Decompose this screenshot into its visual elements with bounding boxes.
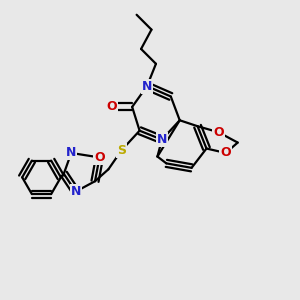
Text: O: O <box>213 126 224 139</box>
Text: N: N <box>66 146 76 160</box>
Text: S: S <box>117 143 126 157</box>
Text: O: O <box>220 146 231 160</box>
Text: N: N <box>70 185 81 198</box>
Text: O: O <box>94 151 105 164</box>
Text: N: N <box>157 133 167 146</box>
Text: N: N <box>142 80 152 93</box>
Text: O: O <box>106 100 117 113</box>
